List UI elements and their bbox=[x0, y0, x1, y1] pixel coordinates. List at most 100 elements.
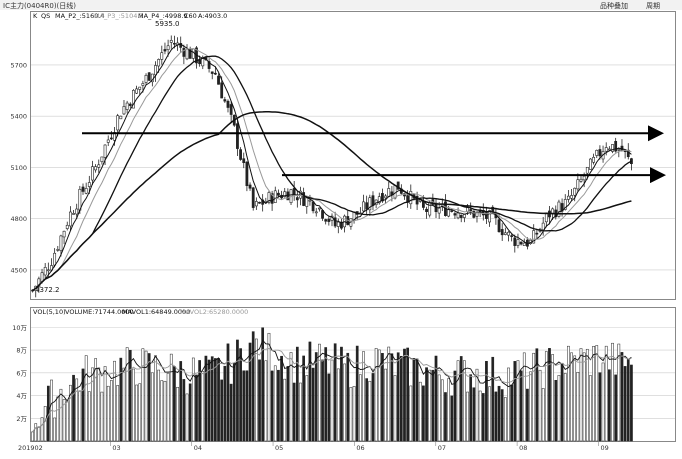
volume-bar-down bbox=[459, 356, 463, 442]
volume-bar-up bbox=[100, 391, 104, 442]
month-label: 09 bbox=[600, 444, 608, 452]
volume-bar-down bbox=[226, 343, 230, 442]
volume-bar-up bbox=[267, 332, 271, 442]
volume-bar-up bbox=[87, 391, 91, 442]
volume-bar-up bbox=[604, 345, 608, 442]
up-candle bbox=[97, 164, 101, 168]
up-candle bbox=[557, 201, 561, 217]
down-candle bbox=[128, 103, 132, 106]
up-candle bbox=[87, 182, 91, 187]
volume-bar-up bbox=[141, 348, 145, 442]
volume-bar-up bbox=[393, 375, 397, 442]
volume-bar-down bbox=[620, 352, 624, 442]
volume-bar-down bbox=[497, 385, 501, 442]
volume-bar-down bbox=[261, 327, 265, 442]
down-candle bbox=[258, 201, 261, 204]
up-candle bbox=[106, 139, 110, 143]
volume-bar-up bbox=[538, 369, 542, 442]
down-candle bbox=[198, 59, 202, 64]
overlay-button[interactable]: 品种叠加 bbox=[600, 1, 628, 10]
volume-bar-up bbox=[110, 380, 113, 442]
volume-bar-up bbox=[349, 387, 353, 442]
volume-bar-down bbox=[412, 358, 416, 442]
volume-bar-up bbox=[299, 382, 302, 442]
volume-bar-down bbox=[548, 348, 551, 442]
up-candle bbox=[132, 90, 135, 109]
volume-bar-down bbox=[390, 353, 394, 442]
volume-bar-down bbox=[485, 361, 488, 442]
volume-bar-down bbox=[248, 342, 252, 442]
up-candle bbox=[125, 102, 129, 110]
volume-bar-up bbox=[387, 346, 391, 442]
volume-bar-down bbox=[450, 395, 454, 442]
volume-bar-up bbox=[305, 375, 309, 442]
volume-bar-down bbox=[251, 331, 255, 442]
volume-bar-up bbox=[343, 363, 346, 442]
price-tick-label: 5400 bbox=[10, 113, 27, 121]
period-button[interactable]: 周期 bbox=[646, 2, 660, 10]
vol-label: VOL(5,10) bbox=[33, 308, 66, 316]
volume-bar-down bbox=[128, 349, 132, 442]
volume-bar-up bbox=[503, 397, 507, 442]
down-candle bbox=[535, 232, 539, 235]
volume-bar-down bbox=[469, 374, 473, 442]
volume-bar-down bbox=[195, 374, 198, 442]
volume-bar-down bbox=[204, 355, 208, 442]
volume-bar-up bbox=[579, 348, 583, 442]
price-tick-label: 5100 bbox=[10, 164, 27, 172]
month-label: 04 bbox=[194, 444, 202, 452]
volume-bar-up bbox=[567, 345, 570, 442]
volume-bar-down bbox=[554, 380, 558, 442]
volume-bar-up bbox=[522, 352, 526, 442]
volume-bar-down bbox=[481, 393, 485, 442]
volume-bar-down bbox=[182, 379, 186, 442]
up-candle bbox=[65, 224, 69, 229]
mavol2-line bbox=[32, 348, 632, 433]
volume-bar-up bbox=[166, 372, 170, 442]
volume-bar-up bbox=[488, 386, 491, 442]
down-candle bbox=[396, 181, 400, 190]
indicator-ma-p3: MA_P3_:5104.3 bbox=[94, 12, 144, 20]
down-candle bbox=[371, 195, 375, 206]
up-candle bbox=[37, 278, 41, 288]
up-candle bbox=[185, 48, 189, 60]
volume-y-ticks: 2万 4万 6万 8万 10万 bbox=[12, 324, 27, 423]
ma-p2-line bbox=[32, 43, 632, 292]
volume-bar-down bbox=[277, 369, 280, 442]
indicator-ma-p2: MA_P2_:5160.4 bbox=[55, 12, 105, 20]
volume-bar-up bbox=[91, 367, 94, 442]
down-candle bbox=[236, 123, 239, 149]
volume-bar-up bbox=[330, 359, 334, 442]
volume-bar-up bbox=[78, 390, 82, 442]
volume-tick-label: 2万 bbox=[16, 415, 27, 423]
up-candle bbox=[393, 184, 397, 199]
down-candle bbox=[81, 186, 85, 192]
volume-bar-up bbox=[154, 355, 157, 442]
up-candle bbox=[75, 208, 79, 215]
up-candle bbox=[566, 195, 570, 200]
up-candle bbox=[169, 40, 173, 43]
up-candle bbox=[122, 106, 126, 115]
volume-bar-down bbox=[560, 362, 564, 442]
volume-bar-up bbox=[418, 381, 422, 442]
volume-bar-up bbox=[352, 386, 356, 442]
volume-bar-up bbox=[611, 342, 614, 442]
down-candle bbox=[381, 193, 384, 202]
volume-bar-up bbox=[318, 343, 321, 442]
candles bbox=[31, 35, 633, 298]
volume-bar-up bbox=[463, 360, 466, 442]
down-candle bbox=[333, 217, 337, 227]
down-candle bbox=[598, 149, 602, 157]
volume-bar-down bbox=[365, 378, 369, 442]
down-candle bbox=[217, 75, 220, 85]
volume-bar-up bbox=[507, 367, 510, 442]
price-tick-label: 4500 bbox=[10, 266, 27, 274]
down-candle bbox=[626, 149, 630, 158]
down-candle bbox=[229, 104, 233, 115]
volume-bar-down bbox=[346, 352, 350, 442]
down-candle bbox=[302, 192, 306, 206]
volume-bar-down bbox=[472, 387, 476, 442]
indicator-a: A:4903.0 bbox=[198, 12, 227, 20]
down-candle bbox=[450, 210, 454, 212]
volume-bar-down bbox=[381, 353, 384, 442]
